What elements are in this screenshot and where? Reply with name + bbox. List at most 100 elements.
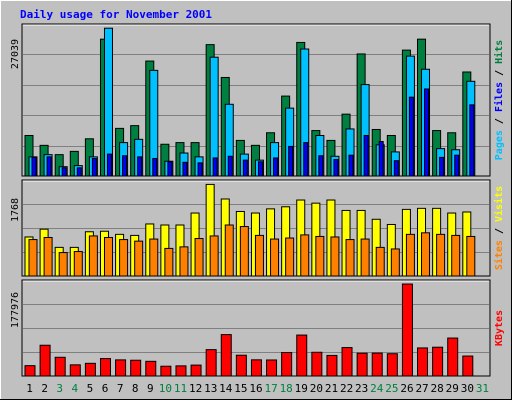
day-label: 29 xyxy=(446,382,459,395)
panel-1-ymax-label: 27039 xyxy=(10,39,21,69)
day-label: 7 xyxy=(117,382,124,395)
pages-bar xyxy=(76,167,82,177)
sites-bar xyxy=(194,238,204,277)
pages-bar xyxy=(167,161,173,177)
pages-bar xyxy=(227,155,233,177)
day-label: 23 xyxy=(355,382,368,395)
sites-bar xyxy=(360,238,370,277)
day-label: 8 xyxy=(132,382,139,395)
sites-bar xyxy=(73,251,83,277)
sites-bar xyxy=(119,239,129,277)
sites-bar xyxy=(239,226,249,277)
day-label: 16 xyxy=(249,382,262,395)
pages-bar xyxy=(288,145,294,177)
day-label: 25 xyxy=(385,382,398,395)
kbytes-bar xyxy=(296,334,308,377)
pages-bar xyxy=(242,159,248,177)
day-label: 17 xyxy=(264,382,277,395)
sites-bar xyxy=(134,240,144,277)
pages-bar xyxy=(408,96,414,177)
sites-bar xyxy=(270,238,280,277)
pages-bar xyxy=(152,157,158,177)
kbytes-bar xyxy=(266,359,278,377)
day-label: 30 xyxy=(461,382,474,395)
kbytes-bar xyxy=(386,353,398,377)
sites-bar xyxy=(88,235,98,277)
pages-bar xyxy=(363,134,369,177)
legend-separator: / xyxy=(494,64,505,82)
sites-bar xyxy=(285,237,295,277)
pages-bar xyxy=(424,88,430,177)
kbytes-bar xyxy=(326,354,338,377)
sites-bar xyxy=(58,252,68,277)
day-label: 9 xyxy=(147,382,154,395)
pages-bar xyxy=(333,159,339,177)
panel-2-ymax-label: 1768 xyxy=(10,198,21,222)
pages-bar xyxy=(31,156,37,177)
pages-bar xyxy=(393,160,399,177)
day-label: 15 xyxy=(234,382,247,395)
legend-files: Files xyxy=(493,82,505,112)
kbytes-bar xyxy=(462,355,474,377)
sites-bar xyxy=(345,239,355,277)
day-label: 10 xyxy=(159,382,172,395)
kbytes-bar xyxy=(160,365,172,377)
day-label: 2 xyxy=(41,382,48,395)
kbytes-bar xyxy=(145,360,157,377)
pages-bar xyxy=(454,154,460,177)
day-label: 6 xyxy=(102,382,109,395)
kbytes-bar xyxy=(69,364,81,377)
kbytes-bar xyxy=(99,358,111,377)
kbytes-bar xyxy=(311,351,323,377)
day-label: 14 xyxy=(219,382,233,395)
day-label: 27 xyxy=(415,382,428,395)
sites-bar xyxy=(179,246,189,277)
pages-bar xyxy=(439,156,445,177)
pages-bar xyxy=(46,156,52,177)
chart-title: Daily usage for November 2001 xyxy=(20,8,212,21)
panel-3-legend: KBytes xyxy=(494,310,505,346)
pages-bar xyxy=(469,104,475,177)
sites-bar xyxy=(300,234,310,277)
kbytes-bar xyxy=(401,283,413,377)
legend-hits: Hits xyxy=(493,40,505,64)
pages-bar xyxy=(182,161,188,177)
pages-bar xyxy=(318,155,324,177)
kbytes-bar xyxy=(54,356,66,377)
kbytes-bar xyxy=(115,359,127,377)
kbytes-bar xyxy=(417,347,429,377)
sites-bar xyxy=(103,236,113,277)
pages-bar xyxy=(106,153,112,177)
kbytes-bar xyxy=(205,349,217,377)
sites-bar xyxy=(164,247,174,277)
sites-bar xyxy=(254,234,264,277)
day-label: 18 xyxy=(280,382,293,395)
sites-bar xyxy=(330,236,340,277)
day-label: 31 xyxy=(476,382,489,395)
pages-bar xyxy=(137,156,143,177)
panel-1-legend: Pages / Files / Hits xyxy=(493,40,505,160)
legend-kbytes: KBytes xyxy=(494,310,505,346)
day-label: 5 xyxy=(87,382,94,395)
day-label: 4 xyxy=(72,382,79,395)
day-label: 13 xyxy=(204,382,217,395)
kbytes-bar xyxy=(24,365,36,377)
day-label: 1 xyxy=(26,382,33,395)
kbytes-bar xyxy=(235,354,247,377)
sites-bar xyxy=(209,235,219,277)
sites-bar xyxy=(315,235,325,277)
sites-bar xyxy=(451,234,461,277)
sites-bar xyxy=(224,224,234,277)
day-label: 12 xyxy=(189,382,202,395)
day-label: 11 xyxy=(174,382,187,395)
pages-bar xyxy=(378,141,384,177)
day-label: 22 xyxy=(340,382,353,395)
kbytes-bar xyxy=(84,362,96,377)
legend-pages: Pages xyxy=(494,130,505,160)
sites-bar xyxy=(149,238,159,277)
legend-sites: Sites xyxy=(493,240,505,270)
sites-bar xyxy=(390,248,400,277)
